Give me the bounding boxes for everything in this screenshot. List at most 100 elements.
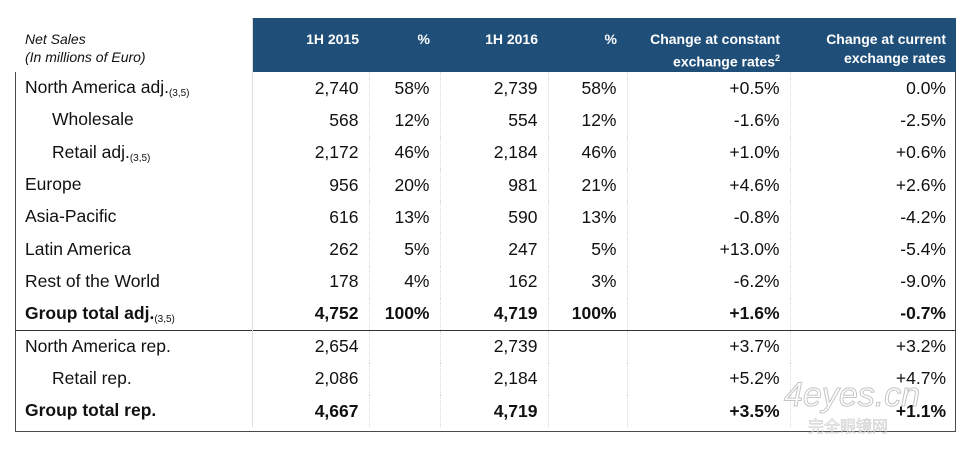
cell-pct-2016: 100%: [548, 298, 628, 331]
cell-1h2016: 2,739: [440, 72, 549, 105]
row-label: North America adj.(3,5): [15, 72, 253, 105]
cell-pct-2015: [369, 394, 441, 428]
cell-1h2015: 4,752: [252, 298, 370, 331]
cell-pct-2015: 46%: [369, 136, 441, 169]
cell-pct-2015: 100%: [369, 298, 441, 331]
cell-constant-change: +0.5%: [627, 72, 791, 105]
table-row: Latin America 262 5% 247 5% +13.0% -5.4%: [15, 233, 956, 266]
cell-1h2015: 178: [252, 265, 370, 299]
cell-1h2015: 2,740: [252, 72, 370, 105]
watermark-text: 4eyes.cn: [784, 376, 920, 414]
header-pct-2016: %: [548, 18, 627, 72]
cell-1h2016: 554: [440, 104, 549, 137]
header-label-line1: Net Sales: [25, 31, 86, 47]
header-row: Net Sales (In millions of Euro) 1H 2015 …: [15, 18, 956, 72]
row-label: Europe: [15, 168, 253, 202]
cell-current-change: +4.7%: [895, 368, 946, 389]
cell-constant-change: -6.2%: [627, 265, 791, 299]
header-1h2016: 1H 2016: [440, 18, 548, 72]
cell-current-change: -4.2%: [900, 206, 946, 227]
row-label: Retail rep.: [15, 362, 253, 395]
header-constant-line2: exchange rates: [673, 53, 775, 70]
table-row: Europe 956 20% 981 21% +4.6% +2.6%: [15, 168, 956, 202]
cell-constant-change: +5.2%: [627, 362, 791, 395]
header-constant-line1: Change at constant: [650, 31, 780, 47]
table-row: Asia-Pacific 616 13% 590 13% -0.8% -4.2%: [15, 201, 956, 234]
row-label: Wholesale: [15, 104, 253, 137]
table-row: North America rep. 2,654 2,739 +3.7% +3.…: [15, 329, 956, 363]
header-current-line2: exchange rates: [844, 50, 946, 66]
watermark-subtext: 完全眼镜网: [808, 417, 888, 436]
cell-1h2016: 981: [440, 168, 549, 202]
header-label-line2: (In millions of Euro): [25, 49, 146, 65]
cell-1h2015: 2,086: [252, 362, 370, 395]
cell-1h2016: 2,739: [440, 329, 549, 363]
row-label-text: Retail adj.: [52, 141, 130, 162]
cell-current-change: +2.6%: [895, 174, 946, 195]
cell-1h2016: 2,184: [440, 136, 549, 169]
cell-1h2015: 616: [252, 201, 370, 234]
cell-1h2016: 2,184: [440, 362, 549, 395]
table-row: North America adj.(3,5) 2,740 58% 2,739 …: [15, 72, 956, 105]
cell-pct-2016: [548, 394, 628, 428]
cell-1h2015: 568: [252, 104, 370, 137]
cell-current-change: 0.0%: [906, 77, 946, 98]
row-label-footnote: (3,5): [129, 152, 151, 164]
cell-1h2016: 162: [440, 265, 549, 299]
cell-pct-2016: 3%: [548, 265, 628, 299]
cell-constant-change: +1.6%: [627, 298, 791, 331]
header-current-line1: Change at current: [826, 31, 946, 47]
row-label: Rest of the World: [15, 265, 253, 299]
header-constant-rates: Change at constant exchange rates2: [627, 18, 790, 72]
cell-current-change: +0.6%: [895, 142, 946, 163]
cell-pct-2016: 5%: [548, 233, 628, 266]
row-label-text: Group total adj.: [25, 302, 155, 323]
cell-1h2015: 956: [252, 168, 370, 202]
row-label: North America rep.: [15, 329, 253, 363]
cell-pct-2016: 13%: [548, 201, 628, 234]
row-label-text: North America rep.: [25, 335, 171, 356]
watermark-logo: 4eyes.cn 完全眼镜网: [784, 376, 921, 437]
header-current-rates: Change at current exchange rates: [790, 18, 956, 72]
cell-1h2015: 4,667: [252, 394, 370, 428]
cell-constant-change: -1.6%: [627, 104, 791, 137]
cell-pct-2015: 4%: [369, 265, 441, 299]
cell-pct-2016: 46%: [548, 136, 628, 169]
row-label-text: Asia-Pacific: [25, 206, 117, 227]
row-label-text: Group total rep.: [25, 400, 157, 421]
cell-1h2015: 2,172: [252, 136, 370, 169]
net-sales-table: Net Sales (In millions of Euro) 1H 2015 …: [15, 18, 956, 428]
table-row: Wholesale 568 12% 554 12% -1.6% -2.5%: [15, 104, 956, 137]
row-label: Group total adj.(3,5): [15, 298, 253, 331]
cell-constant-change: +3.5%: [627, 394, 791, 428]
cell-1h2016: 247: [440, 233, 549, 266]
row-label: Retail adj.(3,5): [15, 136, 253, 169]
cell-current-change: +3.2%: [790, 329, 956, 363]
row-label-text: Europe: [25, 174, 82, 195]
cell-1h2015: 2,654: [252, 329, 370, 363]
table-row-total: Group total adj.(3,5) 4,752 100% 4,719 1…: [15, 298, 956, 331]
cell-constant-change: +3.7%: [627, 329, 791, 363]
row-label-footnote: (3,5): [168, 88, 190, 100]
table-row-total: Group total rep. 4,667 4,719 +3.5% +1.1%: [15, 394, 956, 428]
row-label-text: Latin America: [25, 238, 132, 259]
row-label: Latin America: [15, 233, 253, 266]
row-label-text: Wholesale: [52, 109, 134, 130]
cell-pct-2016: [548, 329, 628, 363]
cell-pct-2015: 58%: [369, 72, 441, 105]
cell-pct-2016: 58%: [548, 72, 628, 105]
cell-pct-2015: [369, 362, 441, 395]
cell-current-change: -2.5%: [900, 109, 946, 130]
cell-current-change: -0.7%: [900, 303, 946, 324]
cell-1h2016: 590: [440, 201, 549, 234]
row-label-text: North America adj.: [25, 77, 169, 98]
row-label-text: Rest of the World: [25, 270, 160, 291]
cell-constant-change: +4.6%: [627, 168, 791, 202]
cell-current-change: -5.4%: [900, 239, 946, 260]
cell-1h2016: 4,719: [440, 394, 549, 428]
table-row: Retail adj.(3,5) 2,172 46% 2,184 46% +1.…: [15, 136, 956, 169]
table-row: Rest of the World 178 4% 162 3% -6.2% -9…: [15, 265, 956, 299]
row-label: Asia-Pacific: [15, 201, 253, 234]
cell-constant-change: +1.0%: [627, 136, 791, 169]
table-row: Retail rep. 2,086 2,184 +5.2% +4.7%: [15, 362, 956, 395]
